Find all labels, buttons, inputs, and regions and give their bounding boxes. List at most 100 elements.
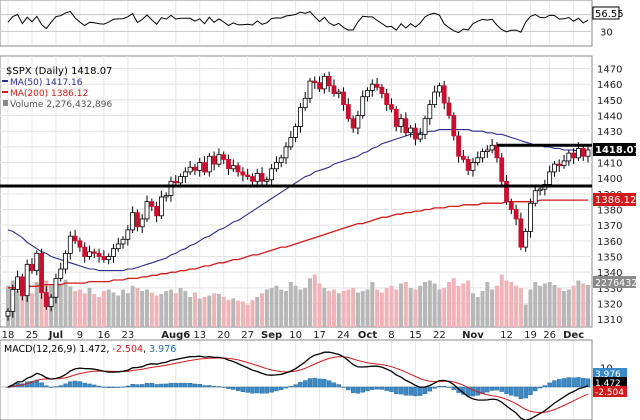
macd-hist-bar [58, 385, 63, 388]
macd-hist-bar [408, 386, 413, 396]
macd-hist-bar [322, 378, 327, 388]
candle-body [216, 154, 222, 165]
candle-body [432, 91, 438, 105]
volume-bars [6, 274, 590, 327]
volume-bar [446, 282, 451, 327]
macd-hist-bar [154, 384, 159, 388]
price-legend: $SPX (Daily) 1418.07 MA(50) 1417.16 MA(2… [2, 66, 112, 110]
macd-hist-bar [130, 384, 135, 388]
candle-body [245, 174, 251, 178]
legend-ma50: MA(50) 1417.16 [10, 78, 83, 88]
macd-hist-bar [269, 386, 274, 393]
macd-hist-bar [202, 385, 207, 388]
macd-hist-bar [302, 380, 308, 388]
macd-hist-bar [44, 385, 49, 388]
volume-bar [164, 291, 169, 327]
date-tick-label: 13 [193, 330, 206, 341]
price-tick-label: 1360 [597, 237, 622, 248]
macd-hist-bar [350, 386, 356, 393]
candle-body [350, 118, 356, 129]
svg-text:56.55: 56.55 [595, 9, 624, 20]
volume-bar [284, 291, 289, 327]
candle-body [437, 85, 442, 93]
macd-hist-bar [226, 386, 231, 389]
volume-bar [394, 289, 399, 327]
macd-hist-bar [125, 385, 131, 388]
candle-body [556, 163, 562, 167]
candle-body [24, 263, 30, 297]
volume-bar [571, 285, 576, 327]
macd-hist-bar [566, 377, 572, 388]
date-tick-label: 26 [543, 330, 556, 341]
macd-hist-bar [533, 386, 538, 392]
trend-lines [0, 143, 592, 188]
macd-hist-bar [432, 386, 437, 389]
macd-hist-bar [255, 386, 260, 394]
volume-bar [485, 282, 490, 327]
candle-body [211, 155, 217, 165]
candle-body [158, 196, 164, 217]
candle-body [29, 263, 35, 272]
macd-hist-bar [82, 382, 87, 388]
volume-bar [514, 285, 519, 327]
candle-body [135, 212, 140, 228]
macd-hist-bar [183, 382, 188, 388]
candle-body [264, 179, 270, 182]
candle-body [77, 240, 83, 248]
rsi-tick-label: 30 [600, 27, 613, 38]
candle-body [48, 296, 54, 308]
volume-bar [538, 285, 543, 327]
candle-body [288, 137, 294, 148]
volume-bar [34, 282, 39, 327]
volume-bar [250, 300, 255, 327]
macd-hist-bar [384, 386, 389, 391]
macd-hist-bar [331, 382, 337, 388]
candle-body [250, 176, 255, 182]
volume-bar [183, 291, 188, 327]
volume-badge: 2276432 [593, 276, 637, 289]
candle-body [576, 148, 581, 159]
candle-body [101, 256, 107, 261]
macd-hist-bar [561, 378, 567, 388]
candle-body [178, 176, 183, 184]
volume-bar [154, 295, 159, 327]
candle-body [566, 152, 572, 162]
macd-hist-bar [585, 378, 591, 388]
candle-body [513, 209, 519, 220]
candle-body [19, 276, 25, 297]
candle-body [417, 133, 423, 140]
candle-body [307, 80, 313, 99]
macd-hist-bar [221, 386, 226, 388]
volume-bar [221, 297, 226, 327]
macd-hist-bar [307, 378, 313, 388]
candle-body [149, 201, 155, 207]
volume-bar [216, 294, 221, 327]
volume-bar [188, 297, 193, 327]
volume-bar [207, 295, 212, 327]
candle-body [67, 235, 73, 254]
macd-hist-bar [542, 385, 548, 388]
candle-body [393, 108, 399, 127]
volume-bar [586, 285, 590, 327]
volume-bar [490, 289, 495, 327]
volume-bar [509, 282, 514, 327]
macd-indicator [0, 351, 592, 420]
candle-body [470, 162, 476, 171]
candle-body [561, 160, 567, 167]
macd-hist-bar [245, 386, 250, 393]
candle-body [580, 148, 586, 157]
svg-text:1418.07: 1418.07 [595, 145, 640, 156]
candle-body [182, 171, 188, 178]
volume-bar [341, 291, 346, 327]
volume-bar [226, 300, 231, 327]
candle-body [317, 82, 322, 90]
macd-hist-bar [552, 380, 557, 388]
date-tick-label: 18 [2, 330, 15, 341]
price-tick-label: 1330 [597, 284, 622, 295]
candle-body [130, 212, 136, 231]
candle-body [456, 135, 461, 157]
macd-hist-bar [111, 386, 116, 388]
candle-body [39, 252, 44, 293]
volume-bar [168, 289, 173, 327]
volume-bar [504, 280, 509, 327]
